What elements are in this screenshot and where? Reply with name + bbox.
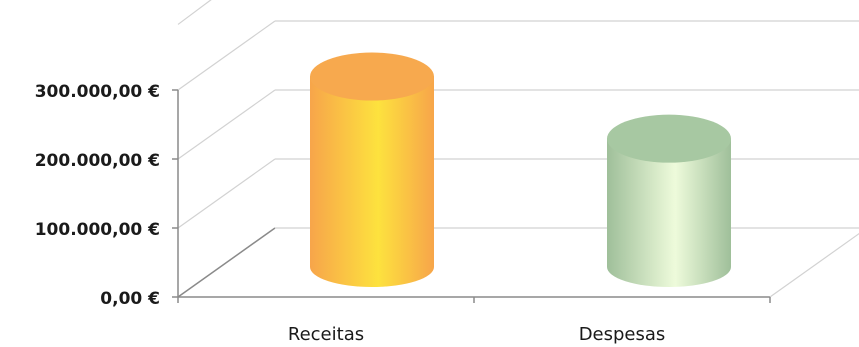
bar-despesas: [607, 114, 731, 287]
bar-receitas: [310, 52, 434, 287]
side-gridline: [177, 158, 276, 229]
x-category-label: Despesas: [579, 324, 666, 345]
y-tick-label: 0,00 €: [100, 289, 160, 309]
side-gridline: [177, 89, 276, 160]
y-tick-labels: 0,00 € 100.000,00 € 200.000,00 € 300.000…: [35, 82, 160, 309]
side-gridline: [177, 227, 276, 298]
y-tick-label: 300.000,00 €: [35, 82, 160, 102]
x-category-label: Receitas: [288, 324, 364, 345]
bar-top: [310, 52, 434, 101]
gridlines: [177, 0, 859, 298]
axes: [172, 89, 859, 303]
y-tick-label: 100.000,00 €: [35, 220, 160, 240]
bar-body: [607, 138, 731, 287]
x-category-labels: Receitas Despesas: [288, 324, 665, 345]
y-tick-label: 200.000,00 €: [35, 151, 160, 171]
bar-top: [607, 114, 731, 163]
bars: [310, 52, 731, 287]
side-wall-top-edge: [177, 0, 212, 25]
floor-right-edge: [769, 232, 859, 298]
side-gridline: [177, 20, 276, 91]
bar-body: [310, 76, 434, 287]
